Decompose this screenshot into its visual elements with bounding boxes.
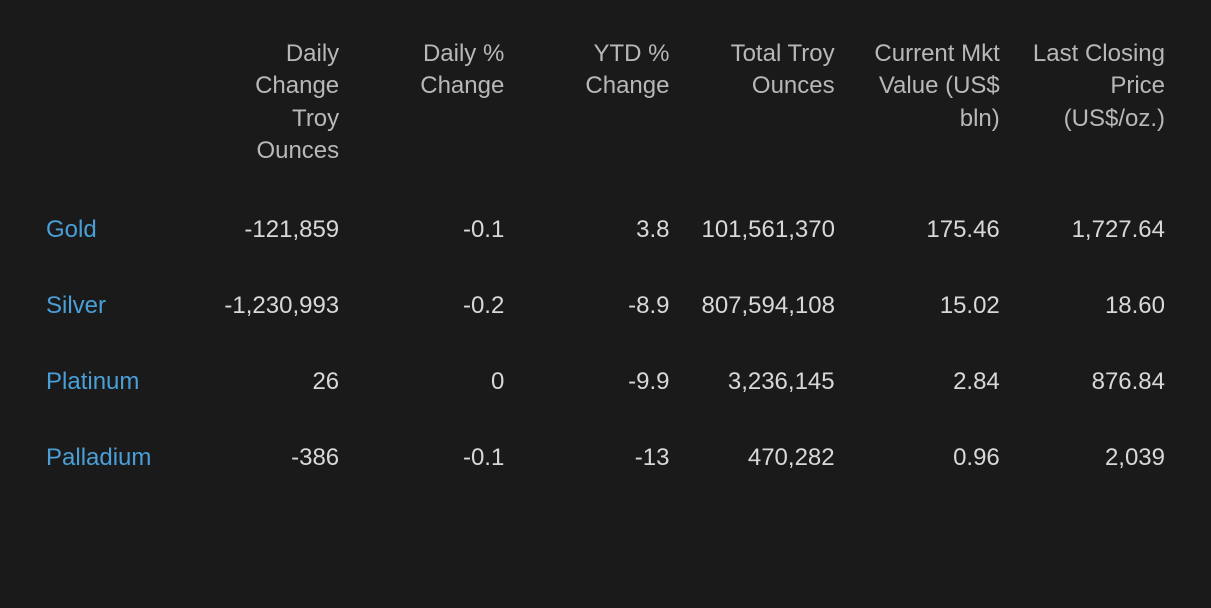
cell-value: 2.84 bbox=[851, 344, 1016, 420]
col-header-ytd-pct-change: YTD % Change bbox=[520, 30, 685, 192]
col-header-metal bbox=[30, 30, 190, 192]
col-header-daily-pct-change: Daily % Change bbox=[355, 30, 520, 192]
cell-value: 18.60 bbox=[1016, 268, 1181, 344]
cell-value: 0 bbox=[355, 344, 520, 420]
cell-value: -386 bbox=[190, 420, 355, 496]
cell-value: -9.9 bbox=[520, 344, 685, 420]
cell-value: -0.1 bbox=[355, 420, 520, 496]
metal-link-silver[interactable]: Silver bbox=[30, 268, 190, 344]
cell-value: -13 bbox=[520, 420, 685, 496]
metal-link-palladium[interactable]: Palladium bbox=[30, 420, 190, 496]
cell-value: -121,859 bbox=[190, 192, 355, 268]
col-header-daily-change-oz: Daily Change Troy Ounces bbox=[190, 30, 355, 192]
cell-value: -8.9 bbox=[520, 268, 685, 344]
header-row: Daily Change Troy Ounces Daily % Change … bbox=[30, 30, 1181, 192]
cell-value: -0.2 bbox=[355, 268, 520, 344]
cell-value: 2,039 bbox=[1016, 420, 1181, 496]
cell-value: 876.84 bbox=[1016, 344, 1181, 420]
cell-value: 3.8 bbox=[520, 192, 685, 268]
cell-value: 26 bbox=[190, 344, 355, 420]
table-body: Gold -121,859 -0.1 3.8 101,561,370 175.4… bbox=[30, 192, 1181, 496]
cell-value: -0.1 bbox=[355, 192, 520, 268]
cell-value: 807,594,108 bbox=[685, 268, 850, 344]
cell-value: 175.46 bbox=[851, 192, 1016, 268]
col-header-last-close: Last Closing Price (US$/oz.) bbox=[1016, 30, 1181, 192]
cell-value: 15.02 bbox=[851, 268, 1016, 344]
table-header: Daily Change Troy Ounces Daily % Change … bbox=[30, 30, 1181, 192]
metals-table-container: Daily Change Troy Ounces Daily % Change … bbox=[0, 0, 1211, 608]
cell-value: 101,561,370 bbox=[685, 192, 850, 268]
metals-table: Daily Change Troy Ounces Daily % Change … bbox=[30, 30, 1181, 496]
cell-value: 0.96 bbox=[851, 420, 1016, 496]
table-row: Palladium -386 -0.1 -13 470,282 0.96 2,0… bbox=[30, 420, 1181, 496]
cell-value: 1,727.64 bbox=[1016, 192, 1181, 268]
cell-value: -1,230,993 bbox=[190, 268, 355, 344]
cell-value: 3,236,145 bbox=[685, 344, 850, 420]
table-row: Gold -121,859 -0.1 3.8 101,561,370 175.4… bbox=[30, 192, 1181, 268]
col-header-total-troy-oz: Total Troy Ounces bbox=[685, 30, 850, 192]
cell-value: 470,282 bbox=[685, 420, 850, 496]
col-header-mkt-value: Current Mkt Value (US$ bln) bbox=[851, 30, 1016, 192]
metal-link-gold[interactable]: Gold bbox=[30, 192, 190, 268]
table-row: Platinum 26 0 -9.9 3,236,145 2.84 876.84 bbox=[30, 344, 1181, 420]
metal-link-platinum[interactable]: Platinum bbox=[30, 344, 190, 420]
table-row: Silver -1,230,993 -0.2 -8.9 807,594,108 … bbox=[30, 268, 1181, 344]
